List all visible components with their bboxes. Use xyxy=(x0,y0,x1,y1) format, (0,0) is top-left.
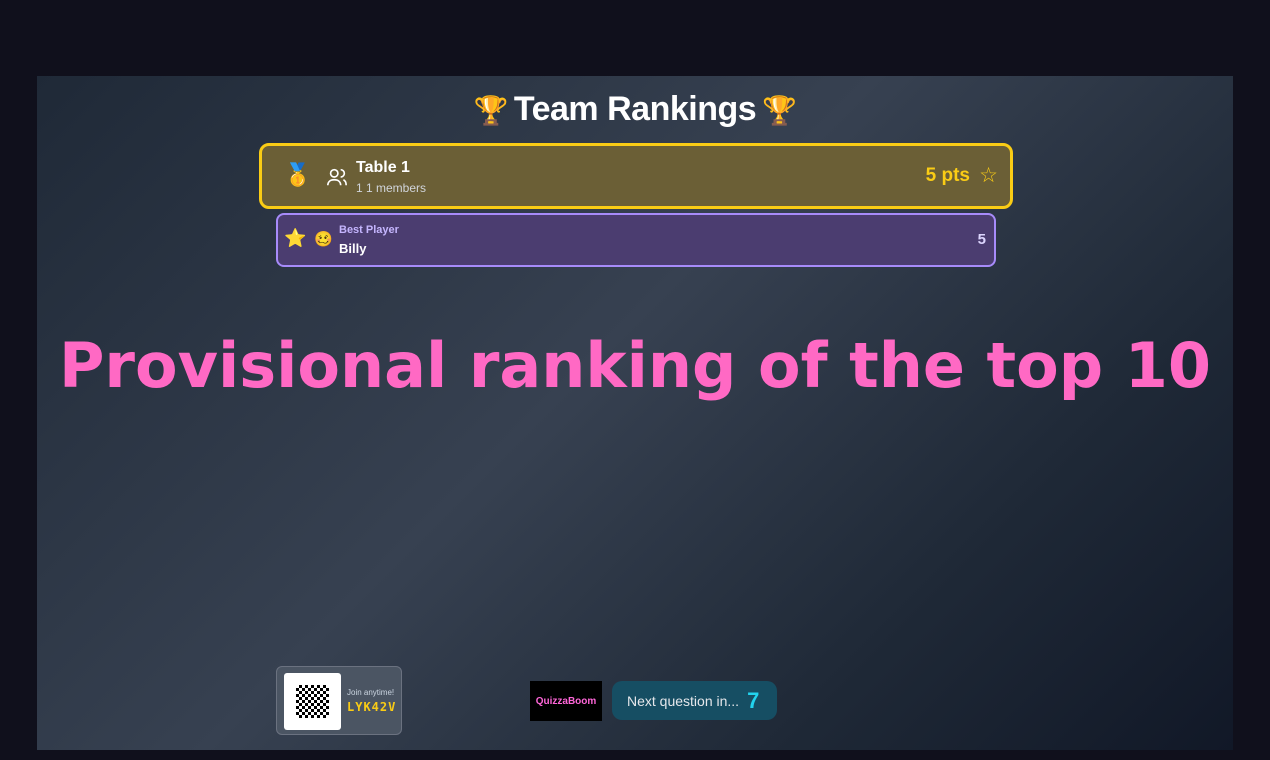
best-player-name: Billy xyxy=(339,241,367,256)
qr-code[interactable] xyxy=(284,673,341,730)
team-name: Table 1 xyxy=(356,159,410,176)
page-title: 🏆 Team Rankings 🏆 xyxy=(37,90,1233,129)
join-text: Join anytime! xyxy=(347,688,395,697)
users-icon xyxy=(327,168,347,186)
join-card: Join anytime! LYK42V xyxy=(276,666,402,735)
trophy-icon: 🏆 xyxy=(473,95,508,126)
countdown-label: Next question in... xyxy=(627,692,740,709)
gold-medal-icon: 🥇 xyxy=(284,162,312,187)
logo-text: QuizzaBoom xyxy=(535,695,597,707)
countdown-value: 7 xyxy=(747,687,760,713)
best-player-row: ⭐ 🥴 Best Player Billy 5 xyxy=(276,213,996,267)
best-player-label: Best Player xyxy=(339,224,399,236)
star-icon: ⭐ xyxy=(284,228,307,248)
player-avatar-emoji: 🥴 xyxy=(314,231,333,248)
title-text: Team Rankings xyxy=(513,90,757,128)
quizzaboom-logo: QuizzaBoom xyxy=(530,681,602,721)
star-outline-icon: ☆ xyxy=(979,164,998,187)
team-row: 🥇 Table 1 1 1 members 5 pts ☆ xyxy=(259,143,1013,209)
best-player-score: 5 xyxy=(977,231,986,248)
join-code: LYK42V xyxy=(347,700,397,714)
quiz-stage: 🏆 Team Rankings 🏆 🥇 Table 1 1 1 members 5 … xyxy=(37,76,1233,750)
team-members: 1 1 members xyxy=(356,181,427,195)
trophy-icon: 🏆 xyxy=(762,95,797,126)
provisional-banner: Provisional ranking of the top 10 xyxy=(58,329,1212,402)
countdown-badge: Next question in... 7 xyxy=(612,681,777,720)
team-points: 5 pts xyxy=(925,165,970,186)
